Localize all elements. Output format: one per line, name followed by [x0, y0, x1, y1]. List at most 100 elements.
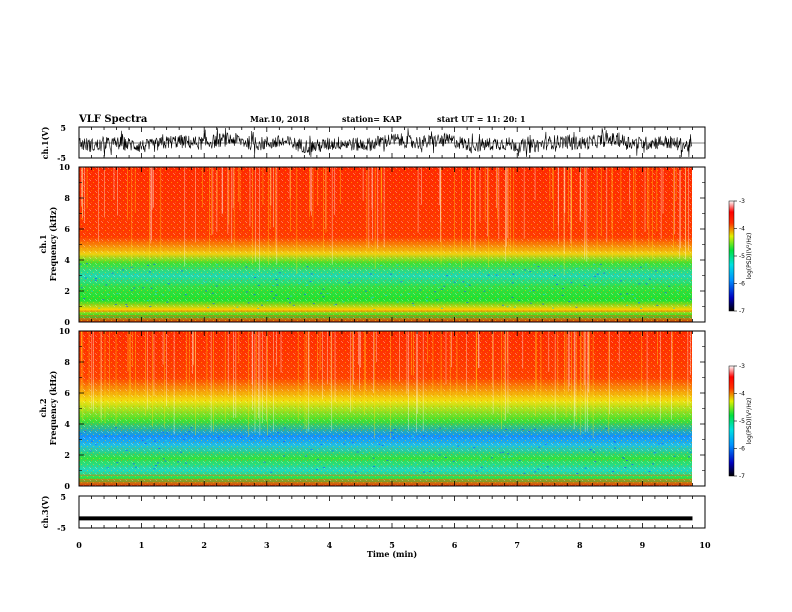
figure-title: VLF Spectra — [78, 114, 148, 125]
ch1-xticks — [78, 127, 706, 158]
spectrogram-speckle — [368, 272, 371, 274]
spectrogram-speckle — [149, 306, 152, 308]
spectrogram-speckle — [436, 299, 439, 301]
spectrogram-speckle — [529, 290, 532, 292]
spectrogram-speckle — [283, 450, 286, 452]
spectrogram-speckle — [131, 466, 134, 468]
spectrogram-speckle — [658, 443, 661, 445]
spectrogram-speckle — [254, 277, 257, 279]
spectrogram-speckle — [414, 462, 417, 464]
ch3-waveform-panel: 5 -5 ch.3(V) — [40, 492, 706, 533]
spectrogram-speckle — [180, 270, 183, 272]
spectrogram-speckle — [435, 439, 438, 441]
colorbar-tick-label: -4 — [739, 226, 745, 233]
spectrogram-speckle — [385, 294, 388, 296]
spectrogram-speckle — [619, 293, 622, 295]
spectrogram-speckle — [155, 465, 158, 467]
spectrogram-speckle — [613, 428, 616, 430]
spectrogram-speckle — [511, 455, 514, 457]
spectrogram-speckle — [538, 446, 541, 448]
spectrogram-speckle — [603, 272, 606, 274]
spectrogram-speckle — [593, 275, 596, 277]
spectrogram-speckle — [668, 285, 671, 287]
spectrogram-speckle — [444, 456, 447, 458]
spectrogram-speckle — [335, 303, 338, 305]
date-label: Mar.10, 2018 — [250, 114, 310, 124]
x-tick-labels: 0 1 2 3 4 5 6 7 8 9 10 — [76, 540, 711, 550]
colorbar-tick-label: -5 — [739, 418, 745, 425]
spectrogram-speckle — [184, 447, 187, 449]
spectrogram-speckle — [212, 303, 215, 305]
spectrogram-speckle — [475, 470, 478, 472]
spectrogram-speckle — [530, 302, 533, 304]
spectrogram-speckle — [466, 469, 469, 471]
spectrogram-speckle — [552, 307, 555, 309]
spectrogram-speckle — [381, 444, 384, 446]
spectrogram-speckle — [396, 301, 399, 303]
spectrogram-speckle — [654, 276, 657, 278]
spectrogram-speckle — [164, 439, 167, 441]
spectrogram-speckle — [465, 286, 468, 288]
spectrogram-speckle — [184, 433, 187, 435]
spectrogram-speckle — [549, 472, 552, 474]
spectrogram-speckle — [306, 266, 309, 268]
spectrogram-speckle — [283, 455, 286, 457]
spectrogram-speckle — [309, 280, 312, 282]
spectrogram-speckle — [521, 429, 524, 431]
x-tick-label: 4 — [327, 540, 333, 550]
spectrogram-speckle — [362, 446, 365, 448]
spectrogram-speckle — [537, 266, 540, 268]
spectrogram-speckle — [183, 439, 186, 441]
spectrogram-speckle — [575, 267, 578, 269]
spectrogram-speckle — [605, 427, 608, 429]
spectrogram-speckle — [528, 431, 531, 433]
spectrogram-speckle — [549, 446, 552, 448]
spectrogram-speckle — [184, 294, 187, 296]
spectrogram-speckle — [673, 307, 676, 309]
spectrogram-speckle — [505, 428, 508, 430]
spectrogram-speckle — [320, 292, 323, 294]
spectrogram-speckle — [625, 459, 628, 461]
spectrogram-speckle — [378, 443, 381, 445]
spectrogram-speckle — [492, 463, 495, 465]
spectrogram-speckle — [452, 460, 455, 462]
spectrogram-speckle — [317, 458, 320, 460]
spectrogram-speckle — [373, 309, 376, 311]
spectrogram-speckle — [116, 293, 119, 295]
spectrogram-speckle — [114, 303, 117, 305]
spectrogram-speckle — [102, 299, 105, 301]
spectrogram-speckle — [655, 451, 658, 453]
spectrogram-speckle — [141, 440, 144, 442]
ch1-ylabel: ch.1(V) — [40, 126, 50, 159]
x-tick-label: 7 — [514, 540, 520, 550]
spectrogram-speckle — [537, 468, 540, 470]
spectrogram-speckle — [619, 270, 622, 272]
spectrogram-speckle — [621, 433, 624, 435]
spectrogram-speckle — [542, 429, 545, 431]
spectrogram-speckle — [440, 288, 443, 290]
spectrogram-speckle — [444, 427, 447, 429]
spectrogram-speckle — [124, 275, 127, 277]
y-tick-label: 6 — [64, 224, 70, 234]
spectrogram-speckle — [162, 458, 165, 460]
spectrogram-speckle — [188, 431, 191, 433]
spectrogram-speckle — [631, 464, 634, 466]
spectrogram-speckle — [356, 451, 359, 453]
spectrogram-speckle — [689, 451, 692, 453]
spectrogram-speckle — [589, 449, 592, 451]
spectrogram-speckle — [548, 427, 551, 429]
spectrogram-speckle — [576, 473, 579, 475]
spectrogram-speckle — [466, 302, 469, 304]
spectrogram-speckle — [207, 449, 210, 451]
spectrogram-speckle — [232, 309, 235, 311]
spectrogram-speckle — [507, 453, 510, 455]
spectrogram-speckle — [158, 447, 161, 449]
spectrogram-speckle — [245, 266, 248, 268]
spectrogram-speckle — [114, 427, 117, 429]
spectrogram-speckle — [153, 440, 156, 442]
spectrogram-speckle — [562, 287, 565, 289]
spectrogram-speckle — [146, 439, 149, 441]
spectrogram-speckle — [653, 452, 656, 454]
spectrogram-speckle — [544, 443, 547, 445]
